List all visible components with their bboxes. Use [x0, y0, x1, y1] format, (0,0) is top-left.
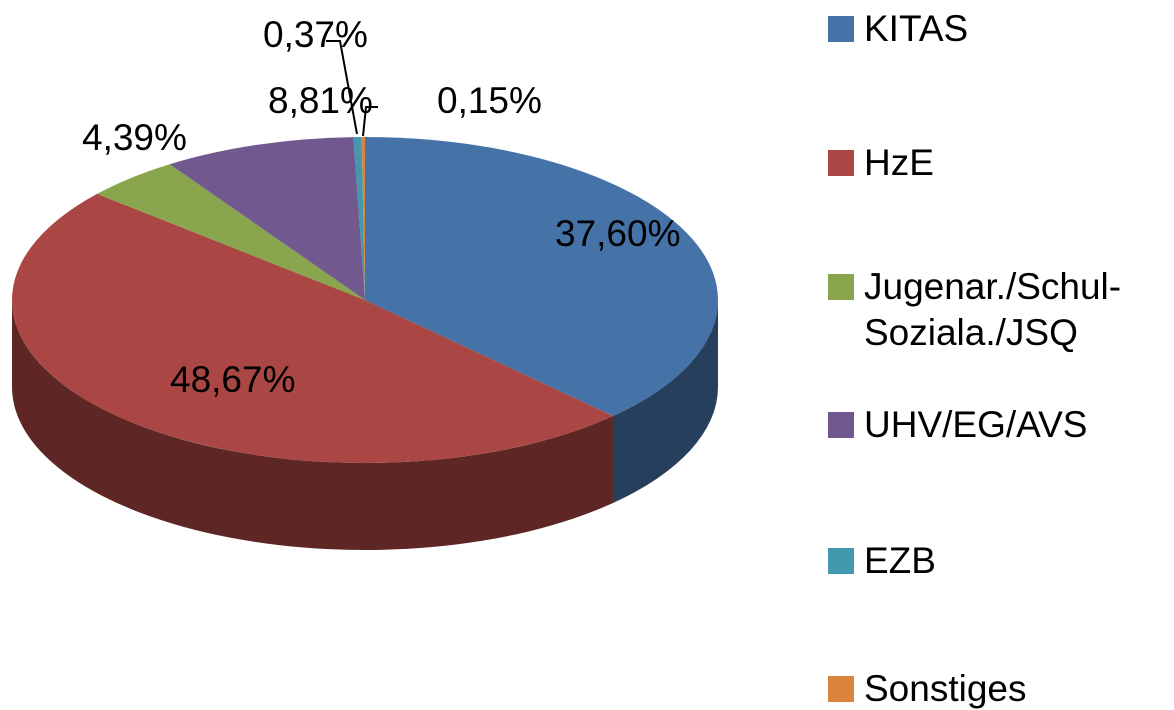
data-label: 0,15%	[437, 80, 542, 121]
legend-swatch	[828, 412, 854, 438]
legend-label: Jugenar./Schul-Soziala./JSQ	[864, 266, 1122, 353]
legend-item: EZB	[828, 538, 1154, 584]
legend-label: EZB	[864, 540, 936, 581]
legend-label: KITAS	[864, 8, 969, 49]
legend-item: UHV/EG/AVS	[828, 402, 1154, 448]
slice	[361, 137, 365, 300]
data-label: 37,60%	[555, 213, 681, 254]
slice	[169, 137, 365, 300]
legend-label: Sonstiges	[864, 668, 1027, 709]
tops	[11, 137, 718, 464]
slice	[365, 137, 718, 417]
legend-swatch	[828, 548, 854, 574]
legend-swatch	[828, 274, 854, 300]
slice-side	[612, 300, 718, 504]
legend-swatch	[828, 150, 854, 176]
leader-line	[326, 40, 358, 135]
legend-item: KITAS	[828, 6, 1154, 52]
legend-item: Sonstiges	[828, 666, 1154, 710]
data-label: 48,67%	[170, 359, 296, 400]
leader-line	[362, 106, 378, 137]
data-label: 4,39%	[82, 117, 187, 158]
slice	[96, 164, 365, 300]
legend-swatch	[828, 676, 854, 702]
pie-area: 37,60% 48,67% 4,39% 8,81% 0,37% 0,15%	[11, 14, 718, 550]
legend-label: HzE	[864, 142, 934, 183]
slice	[11, 193, 613, 464]
legend-item: Jugenar./Schul-Soziala./JSQ	[828, 264, 1154, 356]
data-label: 0,37%	[263, 14, 368, 55]
legend-swatch	[828, 16, 854, 42]
sides	[12, 300, 718, 550]
slice	[353, 137, 365, 300]
labels: 37,60% 48,67% 4,39% 8,81% 0,37% 0,15%	[82, 14, 681, 400]
legend-item: HzE	[828, 140, 1154, 186]
legend-label: UHV/EG/AVS	[864, 404, 1088, 445]
slice-side	[12, 300, 613, 550]
data-label: 8,81%	[268, 80, 373, 121]
